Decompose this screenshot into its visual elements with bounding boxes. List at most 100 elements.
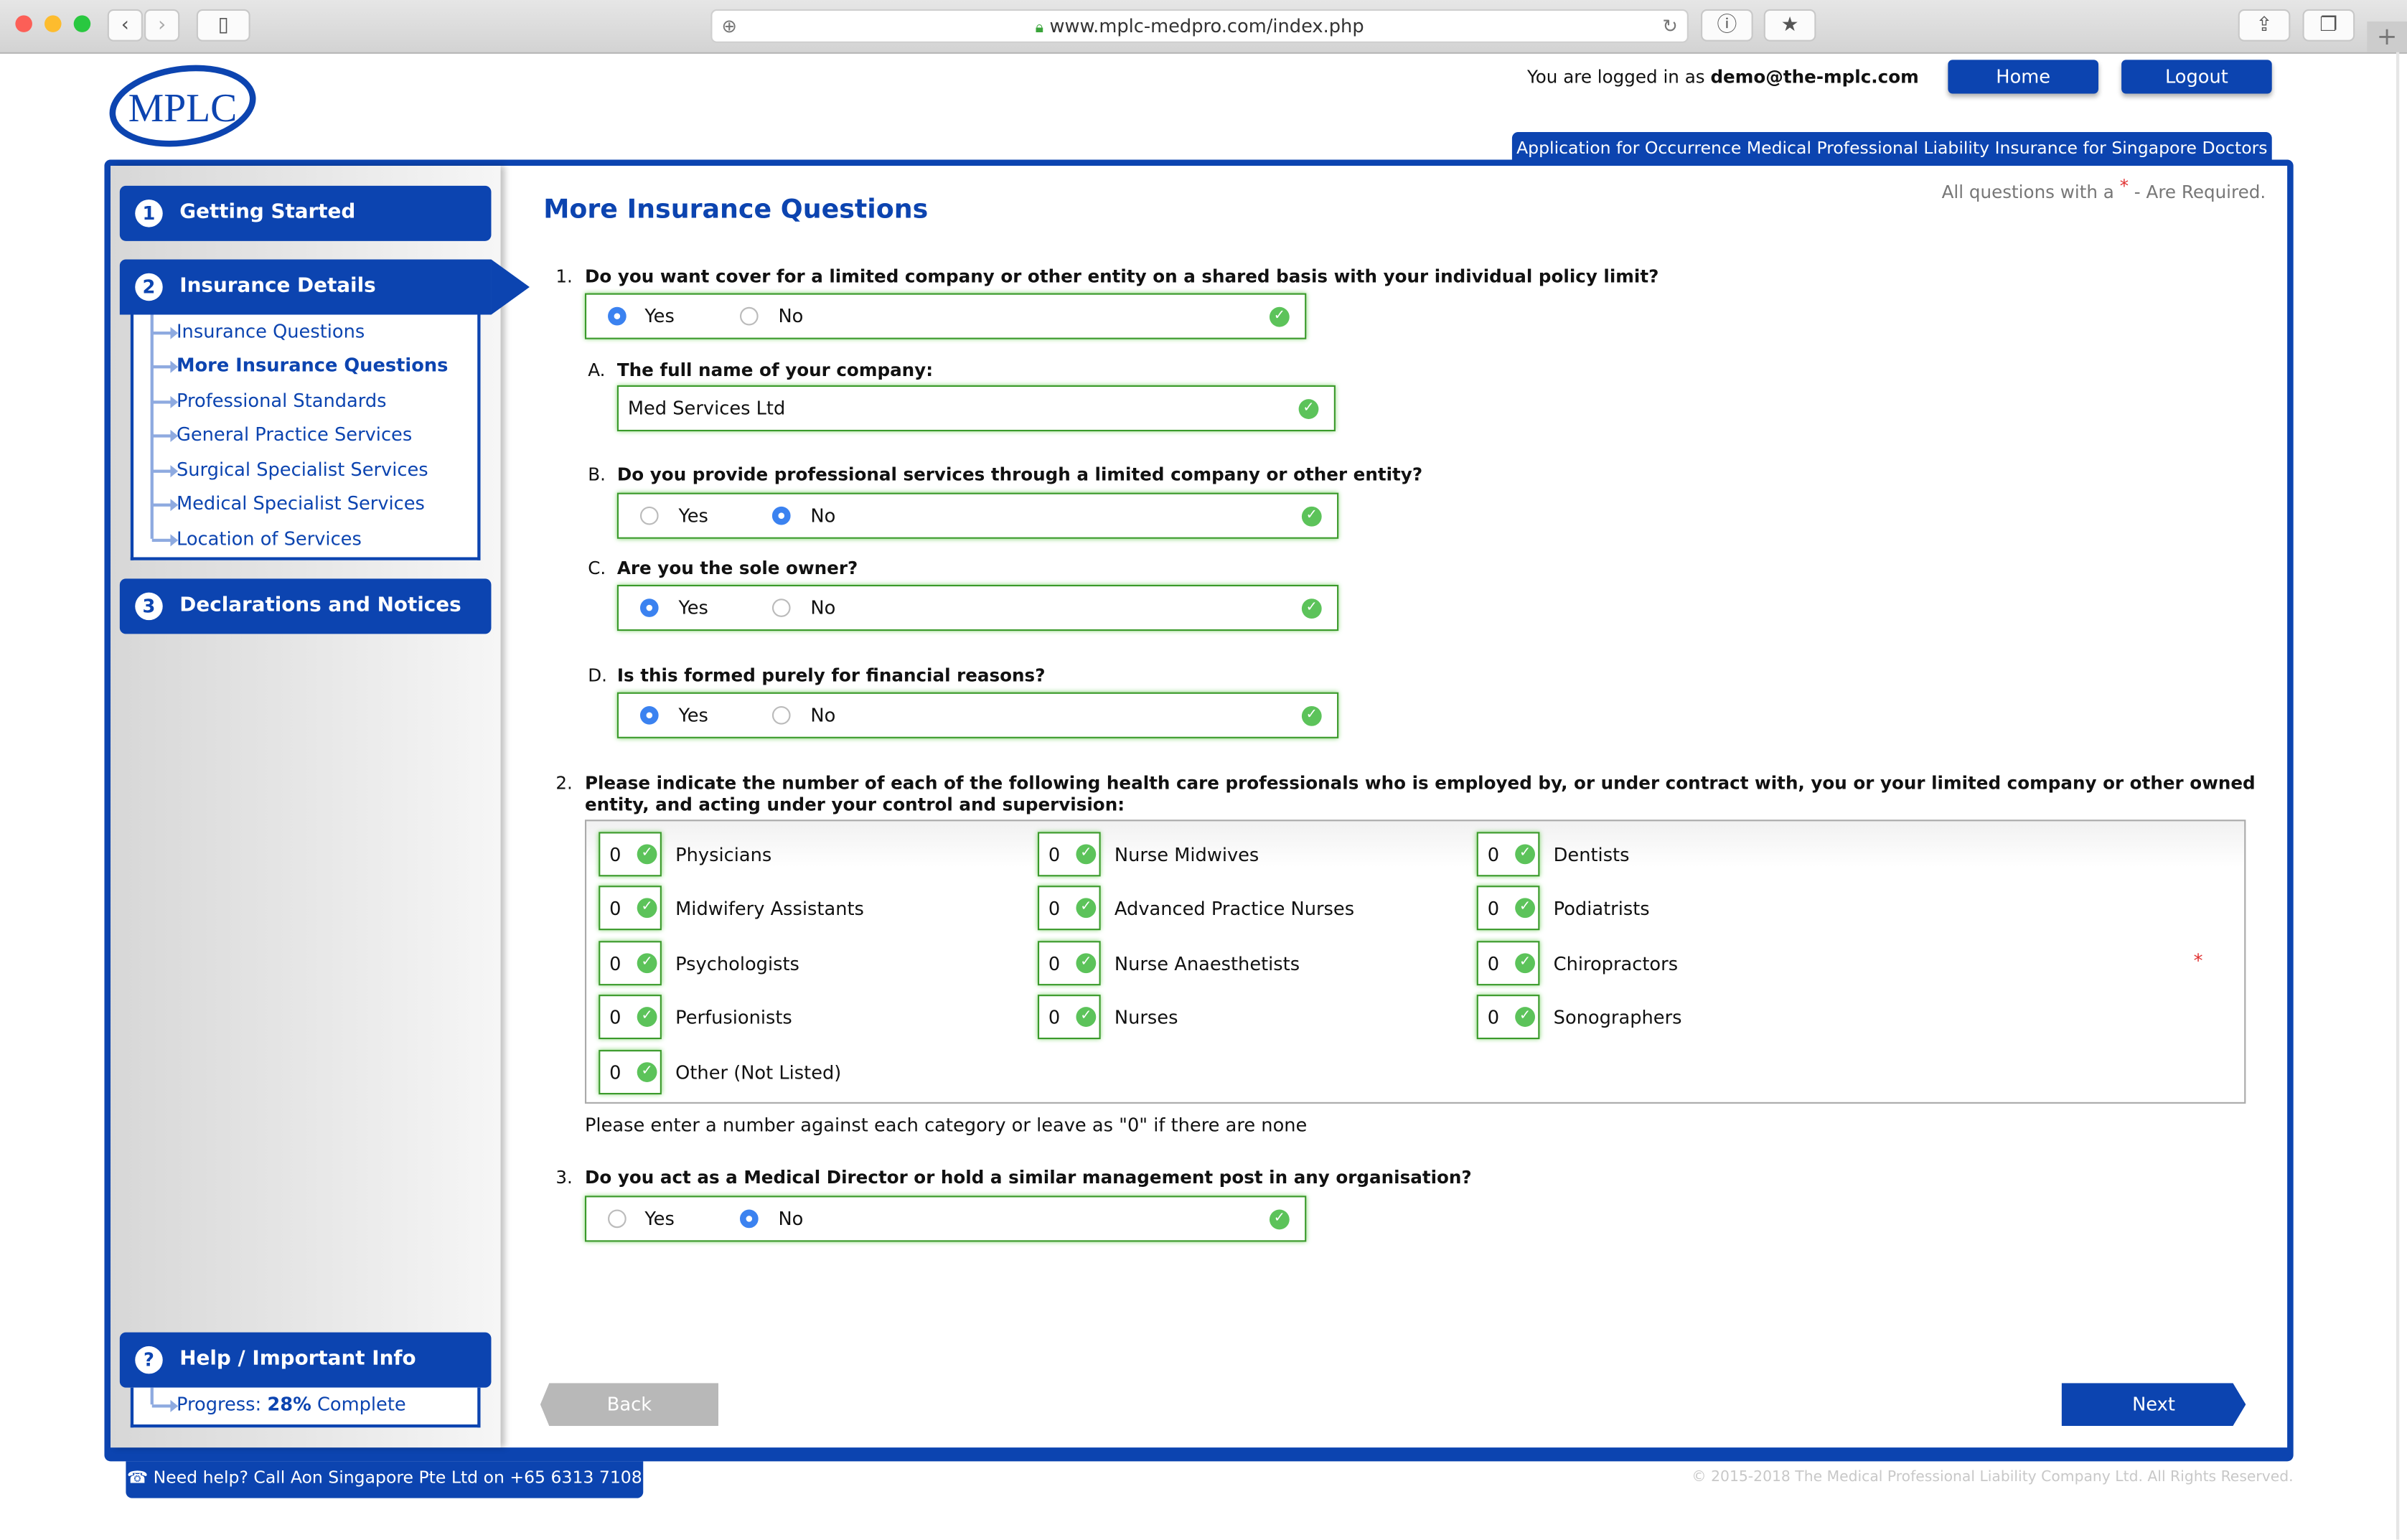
qd-no-radio[interactable]: [771, 705, 791, 725]
submenu-more-insurance-questions[interactable]: More Insurance Questions: [176, 355, 449, 377]
count-label: Psychologists: [675, 953, 799, 975]
question-2-text: Please indicate the number of each of th…: [584, 771, 2256, 794]
required-star: *: [2193, 950, 2203, 972]
qb-yes-radio[interactable]: [639, 506, 659, 525]
company-name-value: Med Services Ltd: [627, 398, 786, 419]
submenu-professional-standards[interactable]: Professional Standards: [176, 390, 387, 412]
step-insurance-details[interactable]: 2 Insurance Details: [119, 259, 530, 315]
valid-check-icon: ✓: [1301, 705, 1322, 726]
new-tab-icon[interactable]: +: [2367, 21, 2407, 52]
submenu-location-of-services[interactable]: Location of Services: [176, 527, 362, 550]
forward-icon[interactable]: ›: [144, 9, 180, 42]
count-input-nurse-anaesthetists[interactable]: 0 ✓: [1037, 941, 1101, 986]
valid-check-icon: ✓: [637, 953, 657, 974]
valid-check-icon: ✓: [1301, 598, 1322, 619]
count-label: Nurse Anaesthetists: [1114, 953, 1300, 975]
tabs-icon[interactable]: ❐: [2302, 9, 2355, 42]
reload-icon[interactable]: ↻: [1662, 15, 1678, 37]
q1-no-radio[interactable]: [739, 306, 759, 326]
question-number: 1.: [555, 266, 573, 287]
valid-check-icon: ✓: [1515, 953, 1535, 974]
help-icon: ?: [135, 1346, 163, 1374]
back-icon[interactable]: ‹: [107, 9, 143, 42]
browser-toolbar: ‹ › ▯ ⊕ 🔒︎ www.mplc-medpro.com/index.php …: [0, 0, 2407, 54]
question-d-radio-group: Yes No ✓: [616, 692, 1339, 738]
valid-check-icon: ✓: [1269, 306, 1290, 327]
logout-button[interactable]: Logout: [2121, 60, 2272, 94]
active-step-arrow: [491, 259, 530, 315]
count-input-chiropractors[interactable]: 0 ✓: [1476, 941, 1540, 986]
maximize-window-button[interactable]: [73, 15, 91, 32]
count-input-perfusionists[interactable]: 0 ✓: [599, 995, 662, 1040]
question-number: 3.: [555, 1166, 573, 1188]
count-input-podiatrists[interactable]: 0 ✓: [1476, 886, 1540, 931]
count-input-physicians[interactable]: 0 ✓: [599, 832, 662, 877]
page-title: More Insurance Questions: [543, 194, 929, 226]
qb-no-radio[interactable]: [771, 506, 791, 525]
help-important-info[interactable]: ? Help / Important Info: [119, 1332, 492, 1388]
count-value: 0: [1487, 898, 1500, 920]
count-label: Other (Not Listed): [675, 1062, 842, 1084]
q3-yes-radio[interactable]: [608, 1209, 627, 1229]
count-input-nurse-midwives[interactable]: 0 ✓: [1037, 832, 1101, 877]
count-label: Midwifery Assistants: [675, 898, 864, 920]
no-label: No: [810, 597, 836, 619]
address-bar[interactable]: ⊕ 🔒︎ www.mplc-medpro.com/index.php ↻: [710, 9, 1689, 43]
qc-yes-radio[interactable]: [639, 598, 659, 617]
count-value: 0: [609, 1062, 621, 1084]
step-number: 3: [135, 592, 163, 621]
close-window-button[interactable]: [15, 15, 32, 32]
count-input-sonographers[interactable]: 0 ✓: [1476, 995, 1540, 1040]
question-b-text: Do you provide professional services thr…: [616, 463, 1423, 485]
count-value: 0: [609, 844, 621, 866]
add-icon[interactable]: ⊕: [721, 15, 737, 37]
next-button[interactable]: Next: [2061, 1383, 2246, 1427]
count-input-psychologists[interactable]: 0 ✓: [599, 941, 662, 986]
qd-yes-radio[interactable]: [639, 705, 659, 725]
count-label: Physicians: [675, 844, 772, 866]
home-button[interactable]: Home: [1948, 60, 2099, 94]
back-button[interactable]: Back: [540, 1383, 719, 1427]
count-value: 0: [1048, 898, 1061, 920]
q3-no-radio[interactable]: [739, 1209, 759, 1229]
qc-no-radio[interactable]: [771, 598, 791, 617]
count-value: 0: [1487, 953, 1500, 975]
count-input-midwifery-assistants[interactable]: 0 ✓: [599, 886, 662, 931]
no-label: No: [778, 1208, 804, 1230]
required-note: All questions with a * - Are Required.: [1941, 174, 2266, 203]
valid-check-icon: ✓: [1298, 399, 1319, 419]
company-name-input[interactable]: Med Services Ltd ✓: [616, 385, 1336, 432]
count-label: Sonographers: [1553, 1007, 1682, 1029]
mplc-logo[interactable]: MPLC: [108, 65, 258, 148]
application-title-tab: Application for Occurrence Medical Profe…: [1511, 131, 2272, 163]
info-icon[interactable]: ⓘ: [1701, 9, 1753, 42]
count-value: 0: [1048, 953, 1061, 975]
step-declarations-and-notices[interactable]: 3 Declarations and Notices: [119, 578, 492, 634]
count-input-dentists[interactable]: 0 ✓: [1476, 832, 1540, 877]
submenu-surgical-specialist-services[interactable]: Surgical Specialist Services: [176, 459, 428, 481]
valid-check-icon: ✓: [1076, 1007, 1097, 1027]
question-c-radio-group: Yes No ✓: [616, 584, 1339, 632]
share-icon[interactable]: ⇪: [2238, 9, 2291, 42]
no-label: No: [810, 504, 836, 527]
sidebar-icon[interactable]: ▯: [196, 9, 250, 42]
minimize-window-button[interactable]: [44, 15, 62, 32]
count-input-nurses[interactable]: 0 ✓: [1037, 995, 1101, 1040]
q1-yes-radio[interactable]: [608, 306, 627, 326]
progress-box: Progress: 28% Complete: [130, 1387, 481, 1428]
submenu-general-practice-services[interactable]: General Practice Services: [176, 423, 413, 446]
submenu-insurance-questions[interactable]: Insurance Questions: [176, 321, 365, 342]
lock-icon: 🔒︎: [1035, 19, 1043, 37]
submenu-medical-specialist-services[interactable]: Medical Specialist Services: [176, 492, 425, 515]
count-label: Dentists: [1553, 844, 1630, 866]
count-value: 0: [1487, 1007, 1500, 1029]
count-input-advanced-practice-nurses[interactable]: 0 ✓: [1037, 886, 1101, 931]
count-input-other-not-listed[interactable]: 0 ✓: [599, 1050, 662, 1095]
valid-check-icon: ✓: [1301, 506, 1322, 527]
step-getting-started[interactable]: 1 Getting Started: [119, 185, 492, 241]
help-phone-banner: ☎ Need help? Call Aon Singapore Pte Ltd …: [126, 1461, 644, 1498]
valid-check-icon: ✓: [1076, 953, 1097, 974]
no-label: No: [778, 305, 804, 327]
scrollbar-track[interactable]: [2396, 52, 2400, 1540]
bookmark-icon[interactable]: ★: [1763, 9, 1816, 42]
